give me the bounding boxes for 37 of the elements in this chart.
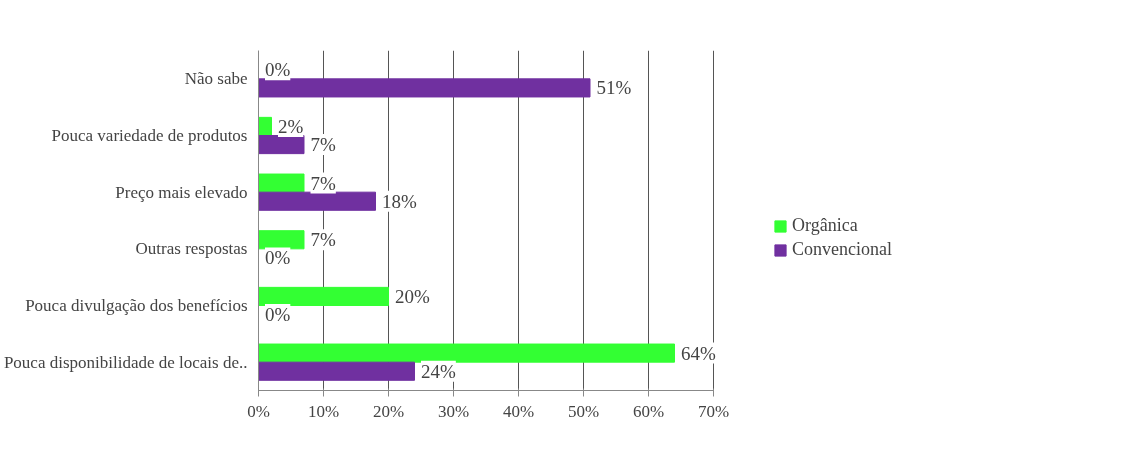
legend-label: Orgânica (792, 215, 858, 236)
data-label: 24% (421, 360, 456, 382)
y-tick-label: Outras respostas (135, 239, 248, 259)
bar (258, 361, 415, 381)
bar (258, 78, 591, 98)
data-label: 51% (596, 77, 632, 99)
bar (258, 230, 305, 250)
x-tick-label: 40% (502, 401, 535, 421)
x-tick-label: 0% (247, 401, 270, 421)
data-label: 2% (278, 115, 304, 137)
y-tick-label: Preço mais elevado (115, 182, 248, 202)
data-label: 20% (395, 285, 430, 307)
x-tick-label: 50% (567, 401, 600, 421)
data-label: 7% (310, 229, 336, 251)
y-tick-label: Pouca divulgação dos benefícios (25, 296, 248, 315)
legend-label: Convencional (792, 239, 892, 260)
bar (258, 116, 272, 136)
x-tick-label: 30% (437, 401, 470, 421)
data-label: 18% (382, 190, 417, 212)
bar (258, 286, 389, 306)
x-tick-label: 60% (632, 401, 665, 421)
data-label: 0% (265, 304, 291, 326)
data-label: 7% (310, 134, 336, 156)
data-label: 0% (265, 59, 291, 81)
x-tick-label: 20% (372, 401, 405, 421)
x-tick-label: 10% (307, 401, 340, 421)
data-label: 0% (265, 247, 291, 269)
data-label: 64% (681, 342, 716, 364)
x-tick-label: 70% (697, 401, 730, 421)
y-tick-label: Não sabe (184, 69, 248, 89)
bar (258, 191, 376, 211)
y-tick-label: Pouca disponibilidade de locais de.. (3, 352, 248, 372)
data-label: 7% (310, 172, 336, 194)
bar (258, 173, 305, 193)
bar (258, 343, 675, 363)
y-tick-label: Pouca variedade de produtos (51, 126, 248, 145)
bar (258, 135, 305, 155)
